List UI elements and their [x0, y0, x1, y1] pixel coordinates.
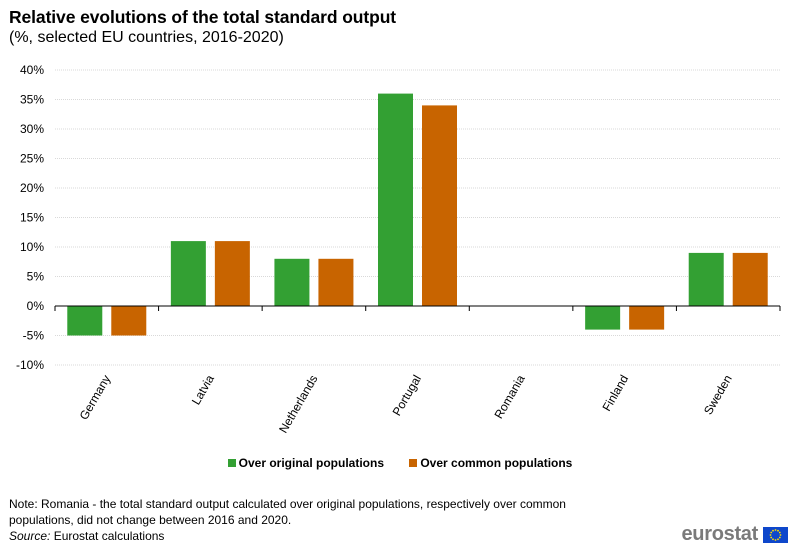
y-tick-label: 35% [20, 93, 44, 107]
eurostat-logo-text: eurostat [681, 523, 758, 545]
bar-original-germany [67, 306, 103, 336]
eu-flag-icon [763, 527, 788, 543]
bar-chart: 40% 35% 30% 25% 20% 15% 10% 5% 0% -5% -10% Germany L… [16, 63, 781, 436]
bar-original-sweden [688, 252, 724, 306]
source-label: Source: [9, 529, 51, 543]
chart-legend: Over original populations Over common po… [0, 456, 800, 470]
legend-label-common: Over common populations [420, 456, 573, 470]
legend-item-original: Over original populations [227, 456, 384, 470]
chart-title: Relative evolutions of the total standar… [9, 7, 397, 27]
legend-swatch-common [409, 459, 418, 467]
bar-common-portugal [422, 105, 457, 307]
source-text: Eurostat calculations [53, 529, 165, 543]
chart-source: Source: Eurostat calculations [9, 529, 164, 543]
y-tick-label: 20% [20, 181, 44, 195]
legend-item-common: Over common populations [409, 456, 572, 470]
legend-label-original: Over original populations [238, 456, 384, 470]
bar-original-netherlands [274, 258, 310, 306]
y-tick-label: -5% [23, 329, 45, 343]
y-tick-label: 25% [20, 152, 44, 166]
bar-common-netherlands [318, 258, 354, 306]
bar-common-germany [111, 306, 147, 336]
y-tick-label: 10% [20, 240, 44, 254]
legend-swatch-original [227, 459, 236, 467]
bar-common-sweden [732, 252, 768, 306]
y-tick-label: 5% [27, 270, 45, 284]
x-tick-label: Germany [77, 373, 114, 423]
bar-original-latvia [170, 241, 206, 306]
y-tick-label: 0% [27, 299, 45, 313]
x-tick-label: Sweden [701, 373, 735, 418]
y-tick-label: -10% [16, 358, 44, 372]
bar-original-portugal [378, 93, 413, 306]
y-tick-label: 30% [20, 122, 44, 136]
x-tick-label: Finland [599, 373, 631, 414]
bar-original-finland [585, 306, 621, 330]
bar-common-latvia [214, 241, 250, 306]
x-tick-label: Portugal [390, 373, 424, 419]
chart-subtitle: (%, selected EU countries, 2016-2020) [9, 29, 284, 46]
chart-note: Note: Romania - the total standard outpu… [9, 497, 566, 527]
y-tick-label: 40% [20, 63, 44, 77]
bar-common-finland [629, 306, 665, 330]
x-tick-label: Netherlands [276, 373, 320, 436]
x-tick-label: Romania [492, 372, 528, 421]
y-tick-label: 15% [20, 211, 44, 225]
x-tick-label: Latvia [189, 372, 217, 407]
